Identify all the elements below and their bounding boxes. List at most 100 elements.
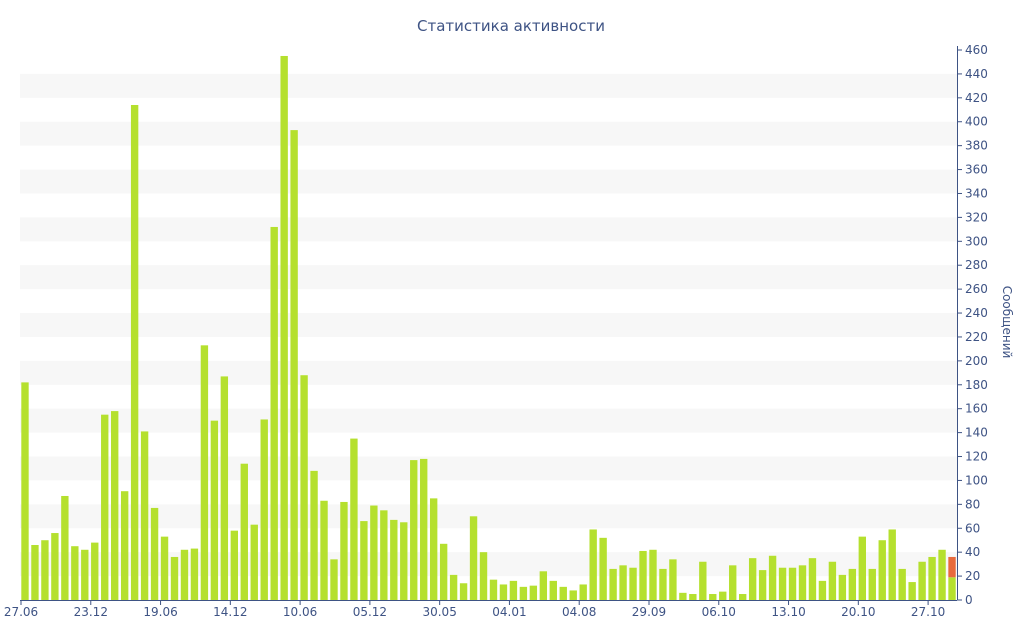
x-tick-label: 04.01 [492,605,526,619]
bar [858,536,866,600]
bar [629,567,637,600]
bar [729,565,737,600]
y-axis-title: Сообщений [1000,286,1014,359]
bar [120,491,129,600]
y-tick-label: 80 [965,497,980,511]
x-tick-label: 06.10 [702,605,736,619]
bar [340,501,348,600]
x-tick-label: 23.12 [74,605,108,619]
bar [180,549,189,600]
bar [888,529,896,600]
grid-band [20,504,957,529]
bar [429,498,438,600]
bar [898,568,906,600]
x-tick-label: 20.10 [841,605,875,619]
x-tick-label: 14.12 [213,605,247,619]
bar [689,594,697,600]
y-tick-label: 60 [965,521,980,535]
bar [140,431,149,600]
bar [81,549,89,600]
bar [21,382,29,600]
bar [420,458,428,600]
grid-band [20,552,957,577]
bar [699,561,707,600]
bar [619,565,627,600]
bars-group [21,55,956,601]
x-tick-label: 10.06 [283,605,317,619]
bar [330,559,338,600]
bar [808,558,817,600]
x-tick-label: 04.08 [562,605,596,619]
bar [709,594,717,600]
bar [190,548,199,600]
bar [798,565,807,600]
bar [479,552,488,600]
bar [599,537,607,600]
bar [370,505,378,600]
y-tick-label: 20 [965,569,980,583]
grid-band [20,456,957,481]
bar [659,568,667,600]
x-tick-label: 30.05 [422,605,456,619]
bar [390,519,398,600]
y-tick-label: 0 [965,593,973,607]
y-tick-label: 140 [965,426,988,440]
bar [439,543,448,600]
grid-band [20,360,957,385]
bar [91,542,99,600]
bar [489,579,498,600]
bar [41,540,49,600]
y-tick-label: 420 [965,91,988,105]
bar [469,516,478,600]
bar [748,558,757,600]
bar [918,561,926,600]
x-tick-label: 27.10 [911,605,945,619]
y-tick-label: 340 [965,186,988,200]
bar [868,568,876,600]
bar [51,533,59,600]
bar [739,594,747,600]
y-tick-label: 200 [965,354,988,368]
y-tick-label: 440 [965,67,988,81]
bar [758,570,767,600]
chart-title: Статистика активности [417,17,605,35]
bar [848,568,857,600]
y-tick-label: 40 [965,545,980,559]
bar [290,130,298,601]
bar [280,55,288,601]
bar [449,574,458,600]
bar [549,580,557,600]
grid-band [20,73,957,98]
y-tick-label: 120 [965,450,988,464]
bar [170,556,179,600]
x-tick-label: 19.06 [143,605,177,619]
bar-highlight [948,556,956,578]
bar [938,549,946,600]
bar [260,419,268,600]
bar [559,586,567,600]
bar [509,580,518,600]
x-tick-label: 27.06 [4,605,38,619]
bar [101,414,109,600]
y-tick-label: 380 [965,139,988,153]
bar [639,550,647,600]
axes-group: 0 20 40 60 80 100 120 140 160 180 200 220 240 260 280 3… [4,43,988,619]
y-tick-label: 400 [965,115,988,129]
bar [539,571,548,600]
bar [519,586,528,600]
y-tick-label: 460 [965,43,988,57]
bar [210,420,219,600]
grid-band [20,313,957,337]
bar [818,580,827,600]
bar [300,375,308,600]
grid-band [20,121,957,146]
bar [838,574,847,600]
bar [459,583,468,600]
bar [669,559,677,600]
bar [250,524,258,600]
y-tick-label: 260 [965,282,988,296]
bar [130,105,139,600]
y-tick-label: 300 [965,234,988,248]
